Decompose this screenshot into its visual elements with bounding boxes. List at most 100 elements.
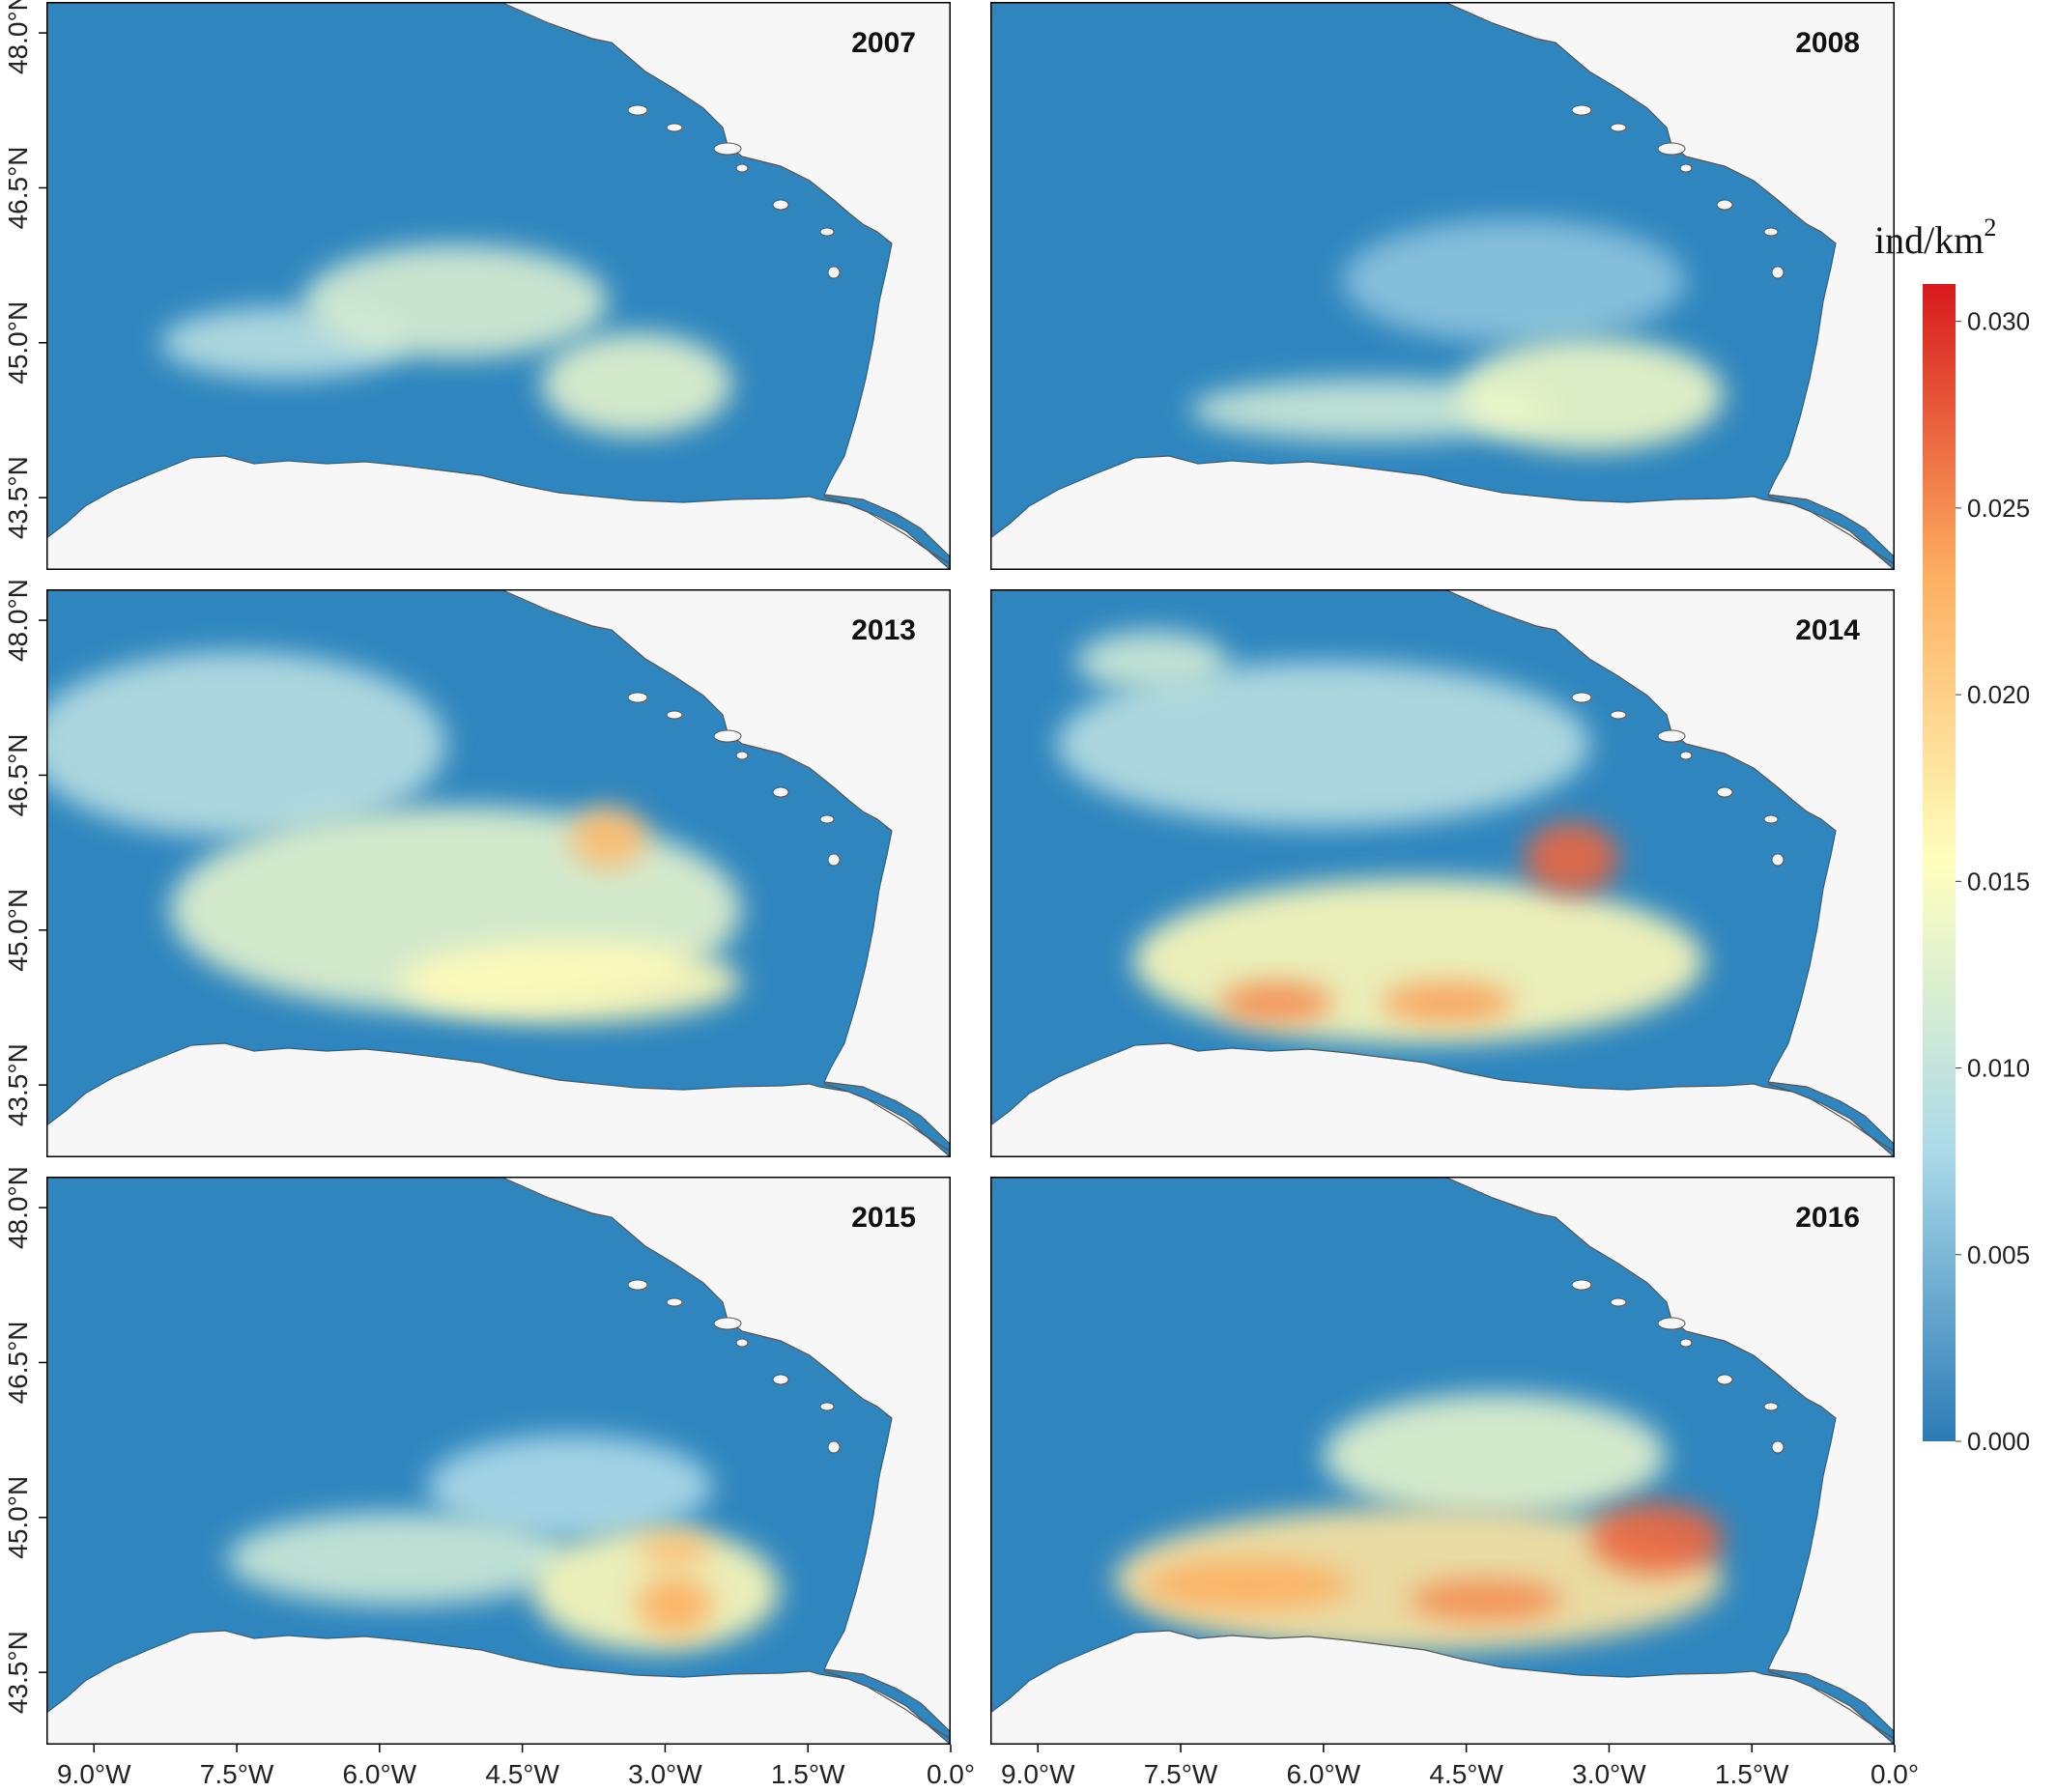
legend-tick-label: 0.015 (1967, 867, 2030, 896)
island (772, 1374, 789, 1385)
island (1610, 1297, 1627, 1307)
island (827, 853, 841, 867)
legend-tick-label: 0.000 (1967, 1427, 2030, 1456)
border-line (1767, 1083, 1895, 1152)
island (713, 729, 742, 743)
density-hotspot (636, 1532, 713, 1564)
island (819, 1402, 835, 1411)
land-france (1443, 589, 1895, 1146)
island (1679, 163, 1693, 173)
island (713, 1317, 742, 1330)
map-panel-2015: 2015 (46, 1177, 951, 1745)
legend-tick-label: 0.010 (1967, 1054, 2030, 1083)
y-tick-label: 48.0°N (3, 1166, 33, 1249)
axes: 43.5°N 45.0°N 46.5°N 48.0°N 43.5°N 45.0°N 46.5… (3, 0, 1919, 1789)
island (666, 710, 683, 720)
island (1771, 1440, 1785, 1454)
density-hotspot (1075, 630, 1229, 693)
island (1610, 710, 1627, 720)
y-tick-label: 43.5°N (3, 1631, 33, 1714)
x-tick-label: 0.0° (927, 1759, 975, 1789)
x-tick-label: 9.0°W (1001, 1759, 1075, 1789)
color-legend: ind/km2 0.000 0.005 0.010 0.015 0.020 0.025 0.… (1874, 213, 2030, 1456)
island (1716, 199, 1733, 211)
density-hotspot (541, 332, 732, 437)
island (666, 123, 683, 132)
legend-colorbar (1923, 284, 1956, 1441)
land-france (500, 589, 951, 1146)
map-panels: 2007 2008 2013 2014 2015 2016 (46, 2, 1895, 1745)
x-tick-label: 6.0°W (1287, 1759, 1361, 1789)
x-tick-label: 6.0°W (343, 1759, 417, 1789)
island (772, 786, 789, 798)
map-panel-2008: 2008 (990, 2, 1895, 570)
x-tick-label: 7.5°W (200, 1759, 274, 1789)
map-panel-2014: 2014 (990, 589, 1895, 1157)
island (1571, 1279, 1592, 1291)
panel-frame (990, 1177, 1895, 1745)
density-hotspot (1342, 218, 1686, 343)
border-line (1767, 496, 1895, 565)
island (1679, 751, 1693, 760)
island (772, 199, 789, 211)
border-line (1767, 1670, 1895, 1740)
x-tick-label: 0.0° (1870, 1759, 1919, 1789)
island (1716, 786, 1733, 798)
island (627, 104, 648, 116)
density-hotspot (1056, 661, 1590, 827)
legend-tick-label: 0.020 (1967, 680, 2030, 709)
y-tick-label: 46.5°N (3, 733, 33, 816)
island (713, 142, 742, 156)
island (735, 1338, 749, 1348)
density-hotspot (303, 244, 609, 358)
island (627, 692, 648, 703)
land-france (1443, 2, 1895, 558)
island (827, 1440, 841, 1454)
island (1571, 692, 1592, 703)
x-tick-label: 7.5°W (1144, 1759, 1218, 1789)
y-tick-label: 48.0°N (3, 579, 33, 662)
panel-year-label: 2008 (1795, 27, 1860, 59)
legend-tick-label: 0.030 (1967, 307, 2030, 336)
panel-frame (46, 2, 951, 570)
density-hotspot (1218, 981, 1333, 1024)
island (819, 227, 835, 237)
density-hotspot (427, 1435, 713, 1539)
island (1763, 1402, 1779, 1411)
island (1679, 1338, 1693, 1348)
island (819, 814, 835, 824)
y-tick-label: 45.0°N (3, 301, 33, 384)
density-hotspot (1142, 1558, 1353, 1611)
island (1771, 853, 1785, 867)
island (1571, 104, 1592, 116)
x-tick-label: 1.5°W (771, 1759, 845, 1789)
density-hotspot (1114, 1507, 1724, 1652)
island (627, 1279, 648, 1291)
density-hotspot (1380, 981, 1514, 1024)
island (1657, 729, 1686, 743)
island (1763, 227, 1779, 237)
land-france (500, 2, 951, 558)
island (1771, 266, 1785, 279)
y-tick-label: 43.5°N (3, 456, 33, 539)
border-line (823, 1670, 951, 1740)
legend-title: ind/km2 (1874, 213, 1996, 262)
density-hotspot (1589, 1501, 1724, 1575)
panel-year-label: 2016 (1795, 1202, 1860, 1234)
legend-tick-label: 0.025 (1967, 494, 2030, 523)
density-hotspot (227, 1512, 570, 1606)
y-tick-label: 46.5°N (3, 146, 33, 229)
border-line (823, 496, 951, 565)
island (735, 163, 749, 173)
density-hotspot (1523, 821, 1619, 895)
density-hotspot (398, 940, 742, 1024)
x-tick-label: 4.5°W (485, 1759, 559, 1789)
map-panel-2013: 2013 (46, 589, 951, 1157)
panel-year-label: 2013 (851, 614, 916, 646)
x-tick-label: 9.0°W (57, 1759, 131, 1789)
island (666, 1297, 683, 1307)
legend-tick-label: 0.005 (1967, 1240, 2030, 1269)
island (1657, 142, 1686, 156)
y-tick-label: 48.0°N (3, 0, 33, 74)
island (1716, 1374, 1733, 1385)
